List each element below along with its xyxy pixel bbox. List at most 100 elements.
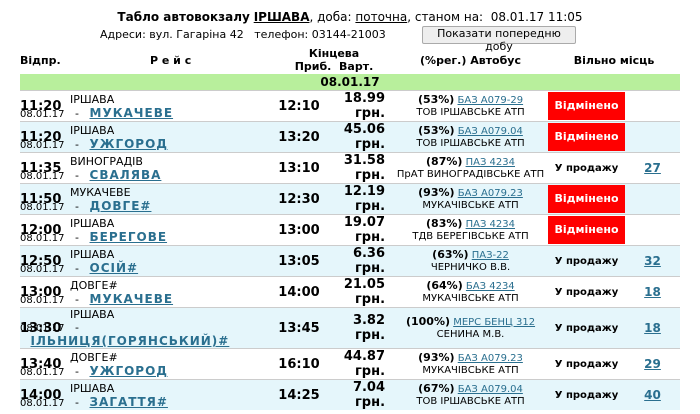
seats-link[interactable]: 29 bbox=[644, 357, 661, 371]
bus-link[interactable]: БАЗ А079-29 bbox=[457, 94, 524, 106]
price: 44.87 грн. bbox=[323, 348, 394, 380]
price: 31.58 грн. bbox=[323, 152, 394, 184]
route-separator: - bbox=[75, 261, 80, 275]
status-cell: У продажу bbox=[548, 245, 626, 277]
bus-link[interactable]: МЕРС БЕНЦ 312 bbox=[453, 316, 536, 328]
route-to-link[interactable]: МУКАЧЕВЕ bbox=[89, 291, 174, 306]
route-line: 08.01.17 - МУКАЧЕВЕ bbox=[20, 292, 275, 306]
date-row: 08.01.17 bbox=[20, 74, 681, 91]
bus-load: (87%) bbox=[426, 154, 463, 168]
bus-load: (93%) bbox=[418, 350, 455, 364]
status-cancelled: Відмінено bbox=[548, 123, 626, 151]
row: 13:40 ДОВГЕ# 08.01.17 - УЖГОРОД 16:10 44.87 … bbox=[20, 348, 681, 380]
seats-link[interactable]: 32 bbox=[644, 254, 661, 268]
status-cancelled: Відмінено bbox=[548, 92, 626, 120]
route-to-link[interactable]: МУКАЧЕВЕ bbox=[89, 105, 174, 120]
bus-link[interactable]: БАЗ А079.04 bbox=[457, 383, 523, 395]
bus-line: (53%) БАЗ А079-29 bbox=[393, 92, 548, 107]
route-separator: - bbox=[75, 199, 80, 213]
departure-cell: 11:20 bbox=[20, 90, 70, 122]
col-seats: Вільно місць bbox=[573, 53, 655, 67]
route-from: МУКАЧЕВЕ bbox=[70, 185, 131, 199]
departure-cell: 12:50 bbox=[20, 245, 70, 277]
route-to-link[interactable]: ДОВГЕ# bbox=[89, 198, 152, 213]
seats-link[interactable]: 18 bbox=[644, 321, 661, 335]
bus-cell: (83%) ПАЗ 4234 ТДВ БЕРЕГІВСЬКЕ АТП bbox=[393, 214, 549, 246]
route-date: 08.01.17 bbox=[20, 294, 65, 306]
route-to-link[interactable]: ЗАГАТТЯ# bbox=[89, 394, 168, 409]
phone: телефон: 03144-21003 bbox=[254, 28, 386, 41]
route-line: 08.01.17 - ОСІЙ# bbox=[20, 261, 275, 275]
departure-time: 13:00 bbox=[20, 284, 62, 300]
departure-time: 11:20 bbox=[20, 98, 62, 114]
seats-cell bbox=[625, 90, 681, 122]
bus-link[interactable]: ПАЗ 4234 bbox=[465, 218, 515, 230]
route-to-link[interactable]: ІЛЬНИЦЯ(ГОРЯНСЬКИЙ)# bbox=[30, 334, 230, 348]
status-cell: У продажу bbox=[548, 348, 626, 380]
status-cell: Відмінено bbox=[548, 214, 626, 246]
bus-link[interactable]: БАЗ А079.04 bbox=[457, 125, 523, 137]
route-to-link[interactable]: ОСІЙ# bbox=[89, 260, 139, 275]
bus-cell: (53%) БАЗ А079-29 ТОВ ІРШАВСЬКЕ АТП bbox=[393, 90, 549, 122]
bus-link[interactable]: БАЗ А079.23 bbox=[457, 352, 523, 364]
previous-day-button[interactable]: Показати попередню добу bbox=[422, 26, 576, 53]
bus-load: (53%) bbox=[417, 92, 455, 106]
schedule-table: Відпр. Р е й с Кінцева Приб. Варт. (%рег.… bbox=[20, 46, 681, 410]
carrier: МУКАЧІВСЬКЕ АТП bbox=[422, 364, 519, 376]
bus-line: (87%) ПАЗ 4234 bbox=[393, 154, 548, 169]
seats-link[interactable]: 40 bbox=[644, 388, 661, 402]
bus-cell: (87%) ПАЗ 4234 ПрАТ ВИНОГРАДІВСЬКЕ АТП bbox=[393, 152, 549, 184]
arrival: 13:45 bbox=[275, 307, 323, 349]
bus-cell: (63%) ПАЗ-22 ЧЕРНИЧКО В.В. bbox=[393, 245, 549, 277]
route-line: 08.01.17 - СВАЛЯВА bbox=[20, 168, 275, 182]
departure-time: 14:00 bbox=[20, 387, 62, 403]
bus-load: (64%) bbox=[426, 278, 463, 292]
route-separator: - bbox=[75, 168, 80, 182]
status-cell: У продажу bbox=[548, 276, 626, 308]
route-cell: ІРШАВА 08.01.17 - УЖГОРОД bbox=[20, 121, 275, 153]
arrival: 14:00 bbox=[275, 276, 323, 308]
departure-time: 11:35 bbox=[20, 160, 62, 176]
route-line: 08.01.17 - МУКАЧЕВЕ bbox=[20, 106, 275, 120]
seats-cell: 18 bbox=[625, 276, 681, 308]
route-to-link[interactable]: СВАЛЯВА bbox=[89, 167, 162, 182]
departure-cell: 13:40 bbox=[20, 348, 70, 380]
bus-link[interactable]: БАЗ 4234 bbox=[465, 280, 515, 292]
departure-cell: 12:00 bbox=[20, 214, 70, 246]
arrival: 13:20 bbox=[275, 121, 323, 153]
route-to-link[interactable]: УЖГОРОД bbox=[89, 136, 168, 151]
route-separator: - bbox=[75, 137, 80, 151]
bus-link[interactable]: ПАЗ 4234 bbox=[465, 156, 515, 168]
seats-link[interactable]: 18 bbox=[644, 285, 661, 299]
price: 18.99 грн. bbox=[323, 90, 394, 122]
arrival: 12:10 bbox=[275, 90, 323, 122]
route-separator: - bbox=[75, 292, 80, 306]
departure-time: 12:00 bbox=[20, 222, 62, 238]
route-from: ДОВГЕ# bbox=[70, 278, 118, 292]
status-cell: Відмінено bbox=[548, 121, 626, 153]
col-final: Кінцева Приб. Варт. bbox=[275, 46, 393, 74]
row: 13:30 ІРШАВА 08.01.17 - ІЛЬНИЦЯ(ГОРЯНСЬКИЙ… bbox=[20, 307, 681, 349]
route-to-link[interactable]: УЖГОРОД bbox=[89, 363, 168, 378]
day-link[interactable]: поточна bbox=[355, 10, 408, 24]
carrier: ТДВ БЕРЕГІВСЬКЕ АТП bbox=[412, 230, 529, 242]
row: 11:20 ІРШАВА 08.01.17 - УЖГОРОД 13:20 45.06 … bbox=[20, 121, 681, 153]
seats-cell: 29 bbox=[625, 348, 681, 380]
col-final-title: Кінцева bbox=[308, 47, 360, 60]
route-separator: - bbox=[75, 395, 80, 409]
route-from: ІРШАВА bbox=[70, 308, 115, 321]
bus-line: (93%) БАЗ А079.23 bbox=[393, 186, 548, 200]
col-arrival: Приб. bbox=[294, 60, 332, 73]
bus-link[interactable]: ПАЗ-22 bbox=[471, 249, 509, 261]
route-cell: ІРШАВА 08.01.17 - БЕРЕГОВЕ bbox=[20, 214, 275, 246]
route-to-link[interactable]: БЕРЕГОВЕ bbox=[89, 229, 168, 244]
bus-cell: (53%) БАЗ А079.04 ТОВ ІРШАВСЬКЕ АТП bbox=[393, 121, 549, 153]
seats-link[interactable]: 27 bbox=[644, 161, 661, 175]
station-link[interactable]: ІРШАВА bbox=[253, 10, 310, 24]
departure-time: 13:30 bbox=[20, 320, 62, 336]
bus-link[interactable]: БАЗ А079.23 bbox=[457, 187, 523, 199]
rows: 11:20 ІРШАВА 08.01.17 - МУКАЧЕВЕ 12:10 18.99… bbox=[20, 90, 681, 410]
bus-line: (93%) БАЗ А079.23 bbox=[393, 350, 548, 365]
status-cell: Відмінено bbox=[548, 183, 626, 215]
departure-cell: 13:30 bbox=[20, 307, 70, 349]
